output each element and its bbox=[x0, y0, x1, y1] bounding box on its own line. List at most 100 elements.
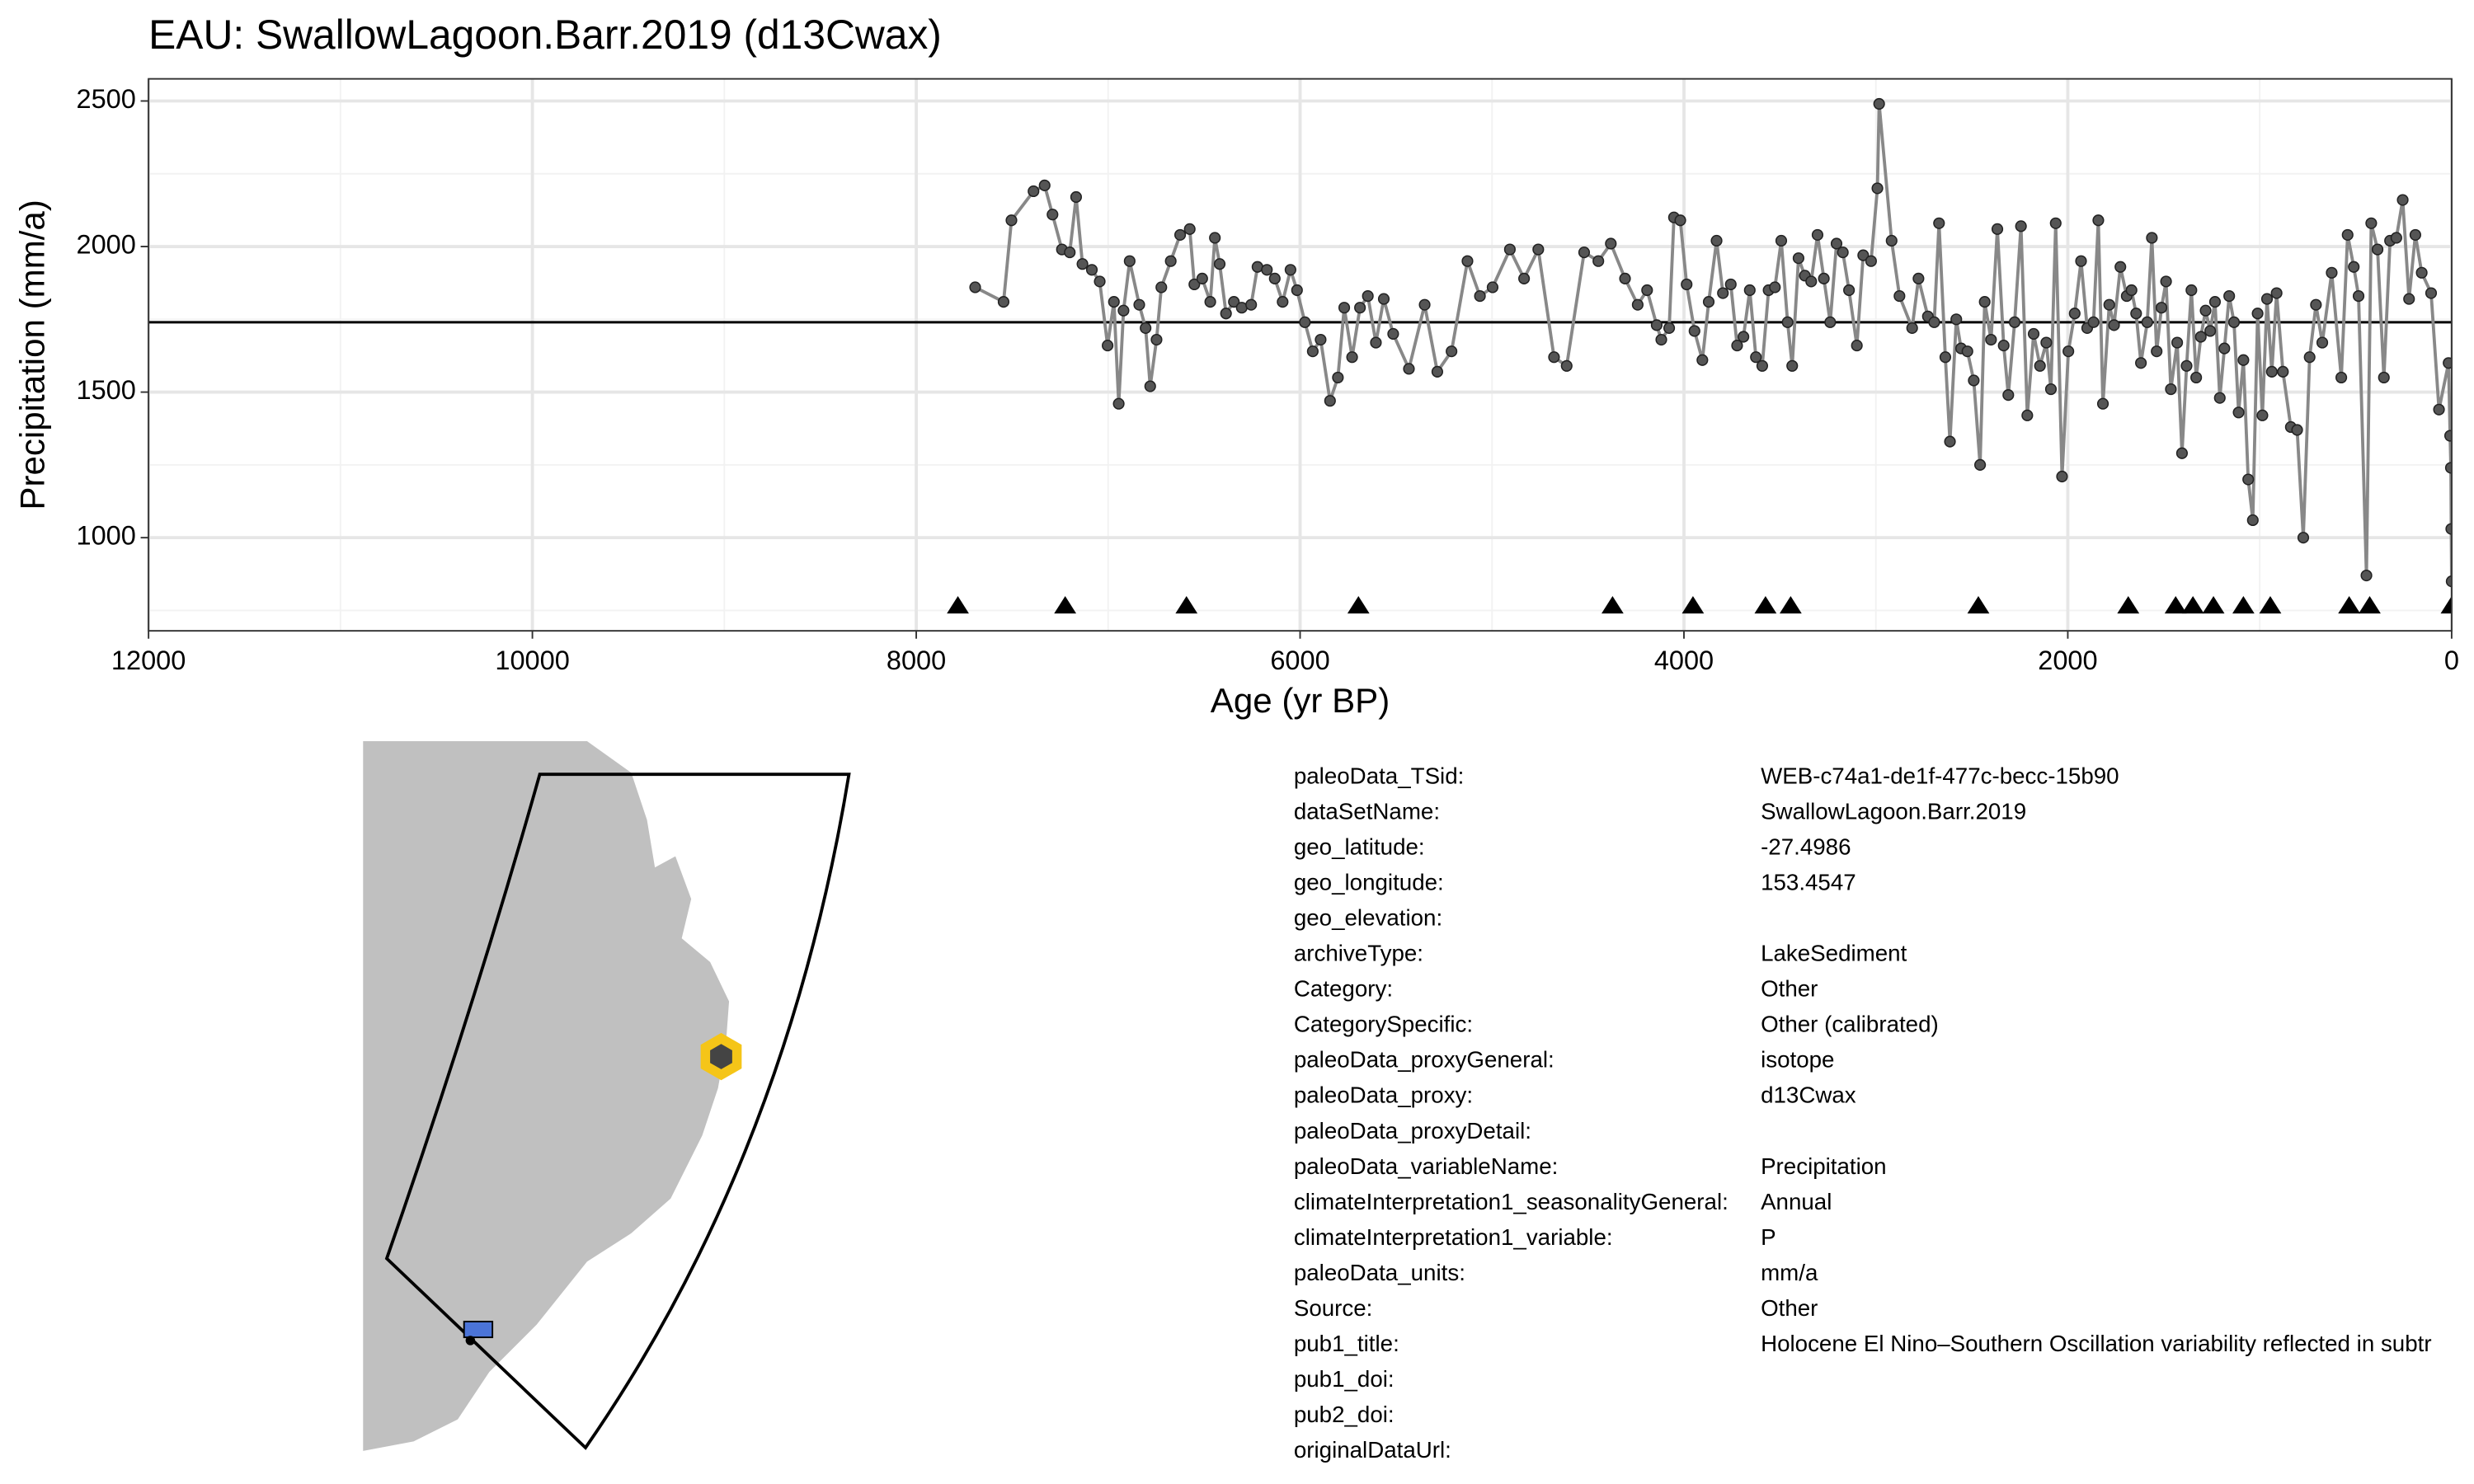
data-point bbox=[1209, 232, 1221, 244]
metadata-key: pub1_doi: bbox=[1294, 1366, 1395, 1392]
data-point bbox=[2341, 228, 2354, 241]
data-point bbox=[1220, 308, 1232, 320]
data-point bbox=[2443, 357, 2452, 369]
data-point bbox=[1619, 272, 1631, 284]
data-point bbox=[1387, 327, 1399, 340]
data-point bbox=[1085, 264, 1098, 276]
data-point bbox=[1362, 289, 1374, 303]
age-control-marker bbox=[1347, 596, 1370, 614]
data-point bbox=[1851, 340, 1863, 352]
data-point bbox=[1933, 217, 1945, 229]
data-point bbox=[2021, 409, 2034, 421]
data-point bbox=[1702, 296, 1715, 308]
age-control-marker bbox=[1967, 596, 1990, 614]
data-point bbox=[1743, 284, 1756, 297]
age-control-marker bbox=[2232, 596, 2255, 614]
age-control-marker bbox=[1602, 596, 1624, 614]
metadata-key: originalDataUrl: bbox=[1294, 1437, 1451, 1463]
data-point bbox=[2092, 214, 2105, 227]
data-point bbox=[1144, 380, 1156, 392]
x-tick-label: 0 bbox=[2444, 646, 2459, 675]
data-point bbox=[1047, 209, 1059, 221]
data-point bbox=[1592, 255, 1605, 267]
age-control-marker bbox=[2164, 596, 2187, 614]
metadata-value: WEB-c74a1-de1f-477c-becc-15b90 bbox=[1761, 763, 2119, 788]
data-point bbox=[2352, 289, 2365, 303]
data-point bbox=[1750, 351, 1762, 364]
data-point bbox=[2316, 336, 2329, 349]
x-tick-label: 4000 bbox=[1654, 646, 1714, 675]
data-point bbox=[2146, 232, 2158, 244]
age-control-marker bbox=[1175, 596, 1198, 614]
data-point bbox=[1354, 302, 1366, 314]
data-point bbox=[2151, 345, 2163, 358]
metadata-key: climateInterpretation1_seasonalityGenera… bbox=[1294, 1189, 1729, 1214]
metadata-table: paleoData_TSid: WEB-c74a1-de1f-477c-becc-… bbox=[1294, 763, 2432, 1463]
data-point bbox=[1928, 316, 1940, 328]
data-point bbox=[2130, 308, 2142, 320]
data-point bbox=[1805, 275, 1818, 288]
data-point bbox=[2027, 327, 2040, 340]
data-point bbox=[2297, 532, 2310, 544]
data-point bbox=[1738, 331, 1750, 343]
data-point bbox=[1724, 278, 1737, 291]
data-point bbox=[1403, 363, 1415, 375]
x-tick-label: 6000 bbox=[1270, 646, 1329, 675]
data-point bbox=[2256, 409, 2269, 421]
data-point bbox=[1474, 289, 1486, 303]
data-point bbox=[2034, 359, 2046, 372]
data-point bbox=[1245, 298, 1258, 311]
metadata-value: d13Cwax bbox=[1761, 1082, 1856, 1108]
age-control-marker bbox=[1779, 596, 1802, 614]
x-tick-label: 10000 bbox=[495, 646, 569, 675]
data-point bbox=[1108, 296, 1120, 308]
metadata-key: dataSetName: bbox=[1294, 798, 1440, 824]
data-point bbox=[1912, 272, 1925, 284]
site-dot bbox=[465, 1336, 476, 1345]
metadata-value: mm/a bbox=[1761, 1260, 1818, 1285]
age-control-marker bbox=[2338, 596, 2361, 614]
metadata-value: Other bbox=[1761, 976, 1818, 1002]
data-point bbox=[2141, 316, 2153, 328]
data-point bbox=[2371, 243, 2384, 256]
x-tick-label: 8000 bbox=[887, 646, 946, 675]
data-point bbox=[1183, 223, 1196, 235]
data-point bbox=[1338, 302, 1351, 314]
data-point bbox=[1306, 345, 1319, 358]
data-point bbox=[2208, 296, 2222, 308]
data-point bbox=[2425, 287, 2438, 299]
metadata-value: Other bbox=[1761, 1295, 1818, 1321]
data-point bbox=[1939, 351, 1952, 364]
data-point bbox=[2155, 302, 2168, 314]
data-point bbox=[2378, 371, 2390, 384]
data-point bbox=[2199, 304, 2212, 317]
metadata-key: climateInterpretation1_variable: bbox=[1294, 1224, 1613, 1250]
data-point bbox=[1503, 243, 1516, 256]
data-point bbox=[1843, 284, 1856, 297]
data-point bbox=[1906, 322, 1918, 334]
metadata-value: 153.4547 bbox=[1761, 869, 1856, 895]
age-control-marker bbox=[947, 596, 969, 614]
data-point bbox=[1112, 397, 1125, 410]
metadata-value: P bbox=[1761, 1224, 1776, 1250]
data-point bbox=[2165, 383, 2177, 396]
data-point bbox=[1140, 322, 1152, 334]
metadata-key: geo_longitude: bbox=[1294, 869, 1444, 895]
data-point bbox=[1518, 272, 1531, 284]
region-box bbox=[384, 773, 851, 1450]
data-point bbox=[1261, 264, 1273, 276]
data-point bbox=[1893, 289, 1906, 303]
data-point bbox=[1268, 272, 1281, 284]
data-point bbox=[1857, 249, 1870, 261]
data-point bbox=[1377, 293, 1390, 305]
data-point bbox=[1094, 275, 1106, 288]
data-point bbox=[1655, 333, 1667, 346]
data-point bbox=[1102, 340, 1114, 352]
age-control-marker bbox=[2117, 596, 2140, 614]
data-point bbox=[1781, 316, 1794, 328]
data-point bbox=[1710, 234, 1723, 247]
data-point bbox=[1792, 252, 1804, 265]
data-point bbox=[1786, 359, 1799, 372]
data-point bbox=[1155, 281, 1168, 294]
